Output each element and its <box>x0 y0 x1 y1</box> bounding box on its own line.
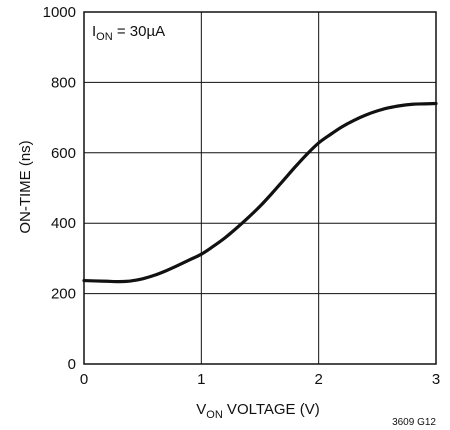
annotation-subscript: ON <box>96 31 113 43</box>
grid <box>83 11 437 365</box>
x-tick-labels: 0 1 2 3 <box>80 371 440 388</box>
x-tick-label-2: 2 <box>314 371 322 388</box>
annotation-suffix: = 30µA <box>113 23 165 40</box>
x-tick-label-1: 1 <box>197 371 205 388</box>
y-axis-label: ON-TIME (ns) <box>17 140 34 233</box>
x-tick-label-3: 3 <box>432 371 440 388</box>
x-axis-label-prefix: V <box>196 401 206 418</box>
y-tick-label-0: 0 <box>68 356 76 373</box>
y-tick-labels: 0 200 400 600 800 1000 <box>43 4 76 373</box>
series-line <box>82 101 438 284</box>
x-tick-label-0: 0 <box>80 371 88 388</box>
y-tick-label-5: 1000 <box>43 4 76 21</box>
y-tick-label-4: 800 <box>51 74 76 91</box>
annotation-prefix: I <box>92 23 96 40</box>
y-tick-label-3: 600 <box>51 145 76 162</box>
x-axis-label: VON VOLTAGE (V) <box>196 401 319 421</box>
x-axis-label-suffix: VOLTAGE (V) <box>223 401 320 418</box>
y-tick-label-1: 200 <box>51 286 76 303</box>
x-axis-label-subscript: ON <box>206 409 223 421</box>
plot-frame <box>83 11 437 365</box>
y-tick-label-2: 400 <box>51 215 76 232</box>
annotation-current: ION = 30µA <box>92 23 165 43</box>
figure-id: 3609 G12 <box>392 417 436 428</box>
